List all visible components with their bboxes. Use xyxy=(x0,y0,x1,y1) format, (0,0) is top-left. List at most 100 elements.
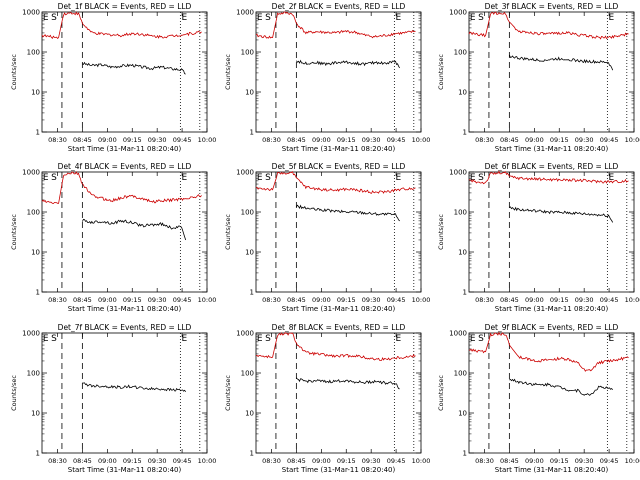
y-tick-label: 1 xyxy=(36,129,40,137)
series-line-lld xyxy=(41,171,202,205)
interval-marker-E: E xyxy=(396,173,402,183)
x-tick-label: 09:30 xyxy=(575,457,594,465)
interval-marker-E: E xyxy=(470,173,476,183)
interval-marker-E: E xyxy=(257,173,263,183)
interval-marker-E: E xyxy=(470,334,476,344)
y-tick-label: 100 xyxy=(27,49,40,57)
x-tick-label: 08:45 xyxy=(500,296,519,304)
x-tick-label: 08:45 xyxy=(500,457,519,465)
x-axis-label: Start Time (31-Mar-11 08:20:40) xyxy=(282,466,396,474)
x-tick-label: 08:45 xyxy=(73,296,92,304)
y-tick-label: 1000 xyxy=(22,330,40,338)
plot-frame xyxy=(255,332,422,454)
x-tick-label: 08:30 xyxy=(262,457,281,465)
x-tick-label: 09:15 xyxy=(337,296,356,304)
x-tick-label: 09:15 xyxy=(123,457,142,465)
chart-panel-8: Det_8f BLACK = Events, RED = LLD 1 10 100 10… xyxy=(224,323,430,474)
x-tick-label: 09:00 xyxy=(312,457,331,465)
interval-marker-E: E xyxy=(396,334,402,344)
x-tick-label: 09:30 xyxy=(575,296,594,304)
x-tick-label: 09:15 xyxy=(337,136,356,144)
x-tick-label: 08:45 xyxy=(287,296,306,304)
x-tick-label: 09:00 xyxy=(525,136,544,144)
x-tick-label: 08:30 xyxy=(48,136,67,144)
y-tick-label: 1 xyxy=(463,289,467,297)
x-tick-label: 09:15 xyxy=(123,136,142,144)
y-tick-label: 1000 xyxy=(236,9,254,17)
x-tick-label: 09:15 xyxy=(550,136,569,144)
y-tick-label: 1 xyxy=(250,289,254,297)
x-axis-label: Start Time (31-Mar-11 08:20:40) xyxy=(282,145,396,153)
plot-frame xyxy=(255,11,422,133)
interval-marker-E: E xyxy=(257,334,263,344)
x-tick-label: 08:30 xyxy=(475,457,494,465)
x-tick-label: 10:00 xyxy=(625,457,640,465)
chart-panel-6: Det_6f BLACK = Events, RED = LLD 1 10 100 10… xyxy=(437,162,640,313)
y-axis-label: Counts/sec xyxy=(10,375,18,411)
x-tick-label: 10:00 xyxy=(412,457,431,465)
series-line-events xyxy=(82,218,187,241)
interval-marker-E: E xyxy=(609,334,615,344)
x-tick-label: 09:00 xyxy=(98,136,117,144)
plot-frame xyxy=(468,332,635,454)
x-tick-label: 09:45 xyxy=(600,457,619,465)
plot-frame xyxy=(41,171,208,293)
x-tick-label: 10:00 xyxy=(412,136,431,144)
y-tick-label: 100 xyxy=(241,370,254,378)
y-tick-label: 10 xyxy=(31,89,40,97)
x-tick-label: 09:30 xyxy=(362,296,381,304)
x-tick-label: 09:30 xyxy=(362,457,381,465)
chart-panel-7: Det_7f BLACK = Events, RED = LLD 1 10 100 10… xyxy=(10,323,216,474)
x-tick-label: 09:15 xyxy=(550,457,569,465)
y-tick-label: 10 xyxy=(245,249,254,257)
interval-marker-S: S xyxy=(265,13,271,23)
y-tick-label: 1000 xyxy=(236,169,254,177)
y-tick-label: 1 xyxy=(250,450,254,458)
x-tick-label: 08:30 xyxy=(262,136,281,144)
series-line-lld xyxy=(255,11,416,39)
x-tick-label: 08:30 xyxy=(48,457,67,465)
y-axis-label: Counts/sec xyxy=(10,214,18,250)
interval-marker-S: S xyxy=(478,13,484,23)
y-axis-label: Counts/sec xyxy=(437,54,445,90)
x-tick-label: 09:00 xyxy=(525,296,544,304)
y-tick-label: 100 xyxy=(454,49,467,57)
y-tick-label: 1 xyxy=(250,129,254,137)
y-tick-label: 1000 xyxy=(449,9,467,17)
x-tick-label: 09:00 xyxy=(312,136,331,144)
y-axis-label: Counts/sec xyxy=(224,214,232,250)
interval-marker-E: E xyxy=(257,13,263,23)
x-tick-label: 08:30 xyxy=(48,296,67,304)
series-line-lld xyxy=(255,171,416,194)
interval-marker-S: S xyxy=(265,173,271,183)
interval-marker-E: E xyxy=(609,13,615,23)
y-tick-label: 1000 xyxy=(22,9,40,17)
chart-title: Det_8f BLACK = Events, RED = LLD xyxy=(272,323,406,332)
chart-panel-3: Det_3f BLACK = Events, RED = LLD 1 10 100 10… xyxy=(437,2,640,153)
x-tick-label: 09:45 xyxy=(173,296,192,304)
interval-marker-S: S xyxy=(478,173,484,183)
x-tick-label: 09:45 xyxy=(387,457,406,465)
x-tick-label: 09:00 xyxy=(98,296,117,304)
y-tick-label: 10 xyxy=(245,89,254,97)
y-tick-label: 1000 xyxy=(449,330,467,338)
x-axis-label: Start Time (31-Mar-11 08:20:40) xyxy=(495,305,609,313)
series-line-lld xyxy=(468,11,629,40)
y-tick-label: 10 xyxy=(458,89,467,97)
x-tick-label: 09:15 xyxy=(337,457,356,465)
plot-frame xyxy=(468,11,635,133)
chart-title: Det_5f BLACK = Events, RED = LLD xyxy=(272,162,406,171)
y-tick-label: 100 xyxy=(454,370,467,378)
y-tick-label: 1 xyxy=(36,450,40,458)
series-line-events xyxy=(296,59,401,69)
x-tick-label: 09:45 xyxy=(387,296,406,304)
x-tick-label: 09:30 xyxy=(575,136,594,144)
interval-marker-S: S xyxy=(478,334,484,344)
y-axis-label: Counts/sec xyxy=(224,54,232,90)
x-tick-label: 10:00 xyxy=(198,136,217,144)
y-tick-label: 1000 xyxy=(22,169,40,177)
x-tick-label: 08:45 xyxy=(287,457,306,465)
x-axis-label: Start Time (31-Mar-11 08:20:40) xyxy=(68,145,182,153)
